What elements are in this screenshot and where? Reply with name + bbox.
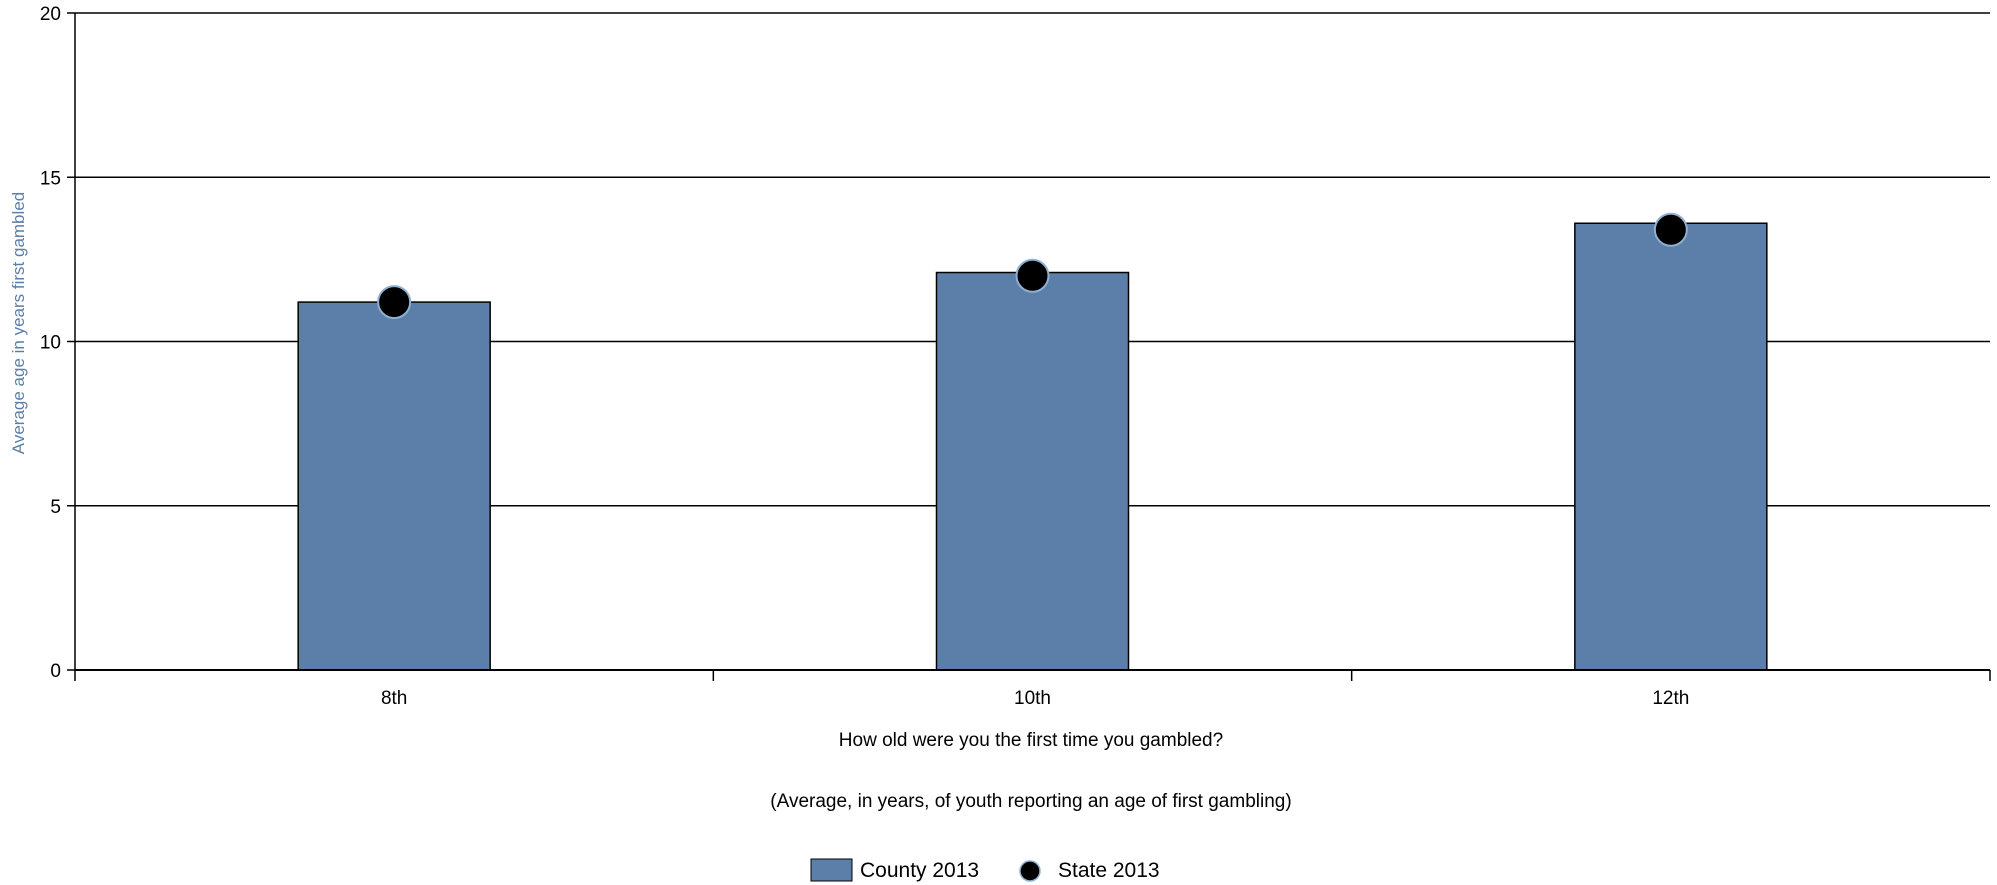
y-tick-label: 5: [50, 497, 61, 518]
state-point-12th: [1653, 212, 1688, 247]
y-tick-label: 20: [40, 4, 61, 25]
legend-swatch-county: [810, 858, 853, 882]
x-tick-label: 8th: [381, 688, 407, 709]
state-point-8th: [377, 285, 412, 320]
legend-label-county: County 2013: [860, 859, 979, 882]
axes: [67, 12, 1991, 681]
chart-subtitle: (Average, in years, of youth reporting a…: [770, 791, 1291, 812]
bar-10th: [935, 271, 1130, 671]
x-tick-labels: 8th 10th 12th: [381, 688, 1689, 709]
legend-label-state: State 2013: [1058, 859, 1160, 882]
y-axis-label: Average age in years first gambled: [9, 192, 28, 454]
bar-8th: [297, 301, 491, 671]
y-tick-label: 15: [40, 168, 61, 189]
y-tick-label: 0: [50, 661, 61, 682]
state-points: [377, 212, 1688, 320]
y-tick-labels: 0 5 10 15 20: [40, 4, 61, 682]
legend: County 2013 State 2013: [810, 858, 1160, 882]
state-point-10th: [1015, 258, 1050, 293]
y-tick-label: 10: [40, 333, 61, 354]
bar-12th: [1574, 222, 1768, 671]
x-axis-label: How old were you the first time you gamb…: [839, 730, 1223, 751]
x-tick-label: 10th: [1014, 688, 1051, 709]
x-tick-label: 12th: [1652, 688, 1689, 709]
legend-marker-state: [1019, 860, 1041, 882]
